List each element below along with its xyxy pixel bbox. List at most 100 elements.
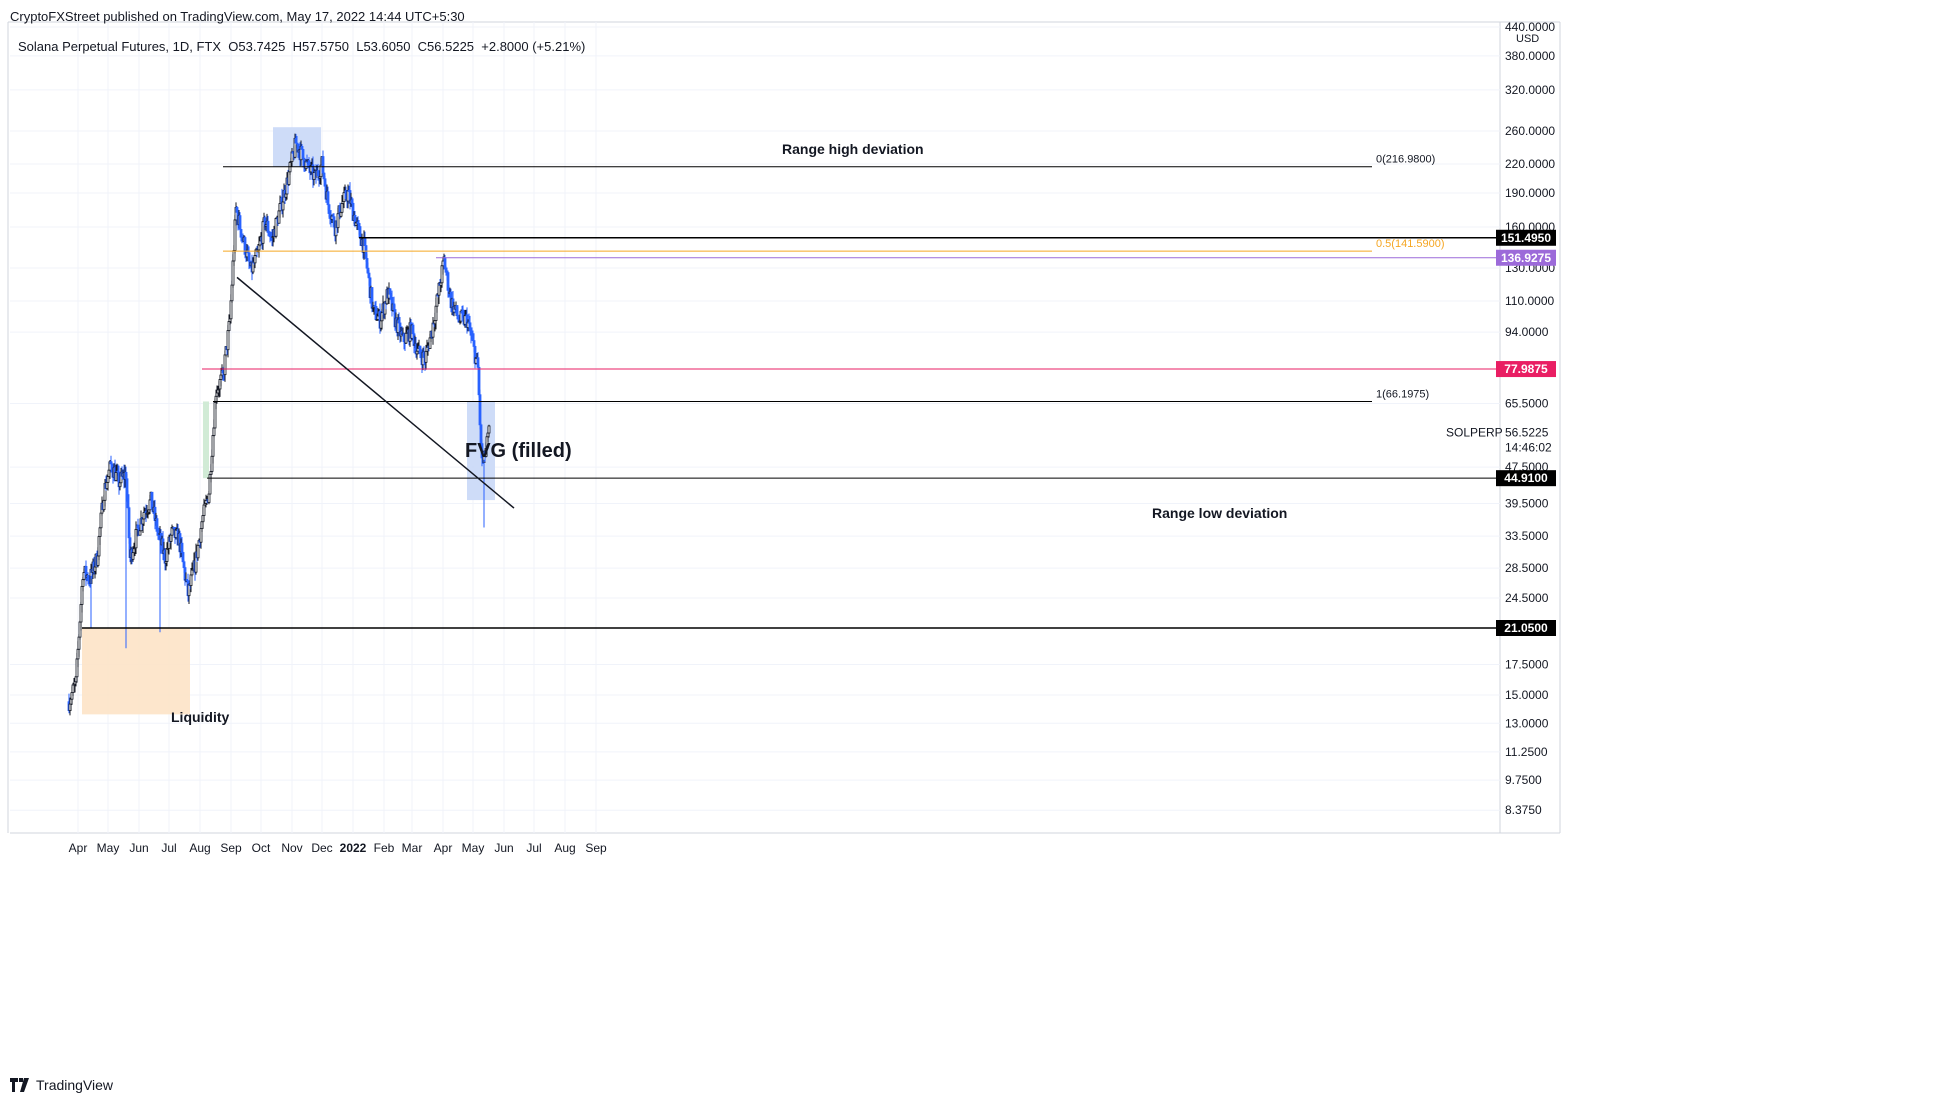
x-tick-label: Aug (554, 841, 575, 855)
x-tick-label: Dec (311, 841, 332, 855)
candle-body (211, 435, 215, 457)
y-tick-label: 28.5000 (1505, 561, 1549, 575)
candle-body (226, 330, 230, 351)
candle-body (340, 203, 344, 213)
y-tick-label: 320.0000 (1505, 83, 1555, 97)
y-tick-label: 15.0000 (1505, 688, 1549, 702)
candle-body (487, 425, 491, 434)
candle-body (229, 300, 233, 320)
candle-body (281, 201, 285, 211)
y-tick-label: 94.0000 (1505, 325, 1549, 339)
liquidity-zone (82, 628, 190, 715)
x-tick-label: May (462, 841, 485, 855)
y-tick-label: 17.5000 (1505, 658, 1549, 672)
range-low-label: Range low deviation (1152, 505, 1287, 521)
candle-body (367, 272, 371, 279)
price-badge-label: 21.0500 (1504, 621, 1548, 635)
price-badge (1496, 470, 1556, 487)
fvg-label: FVG (filled) (465, 440, 572, 462)
candle-body (223, 354, 227, 376)
price-badge (1496, 361, 1556, 378)
candle-body (478, 394, 482, 426)
x-tick-label: Nov (281, 841, 302, 855)
liquidity-label: Liquidity (171, 709, 230, 725)
bar-countdown: 14:46:02 (1505, 441, 1552, 455)
x-tick-label: Feb (374, 841, 395, 855)
x-tick-label: Mar (402, 841, 423, 855)
price-badge-label: 136.9275 (1501, 251, 1551, 265)
symbol-tag: SOLPERP (1446, 426, 1503, 440)
y-tick-label: 9.7500 (1505, 773, 1542, 787)
tradingview-logo-icon (10, 1078, 29, 1092)
price-badge-label: 44.9100 (1504, 471, 1548, 485)
brand-name: TradingView (36, 1077, 114, 1093)
x-tick-label: 2022 (340, 841, 367, 855)
symbol-info: Solana Perpetual Futures, 1D, FTX O53.74… (18, 39, 585, 54)
ohlc-values: O53.7425 H57.5750 L53.6050 C56.5225 +2.8… (228, 39, 586, 54)
currency-label: USD (1516, 33, 1539, 45)
x-tick-label: Aug (189, 841, 210, 855)
candle-body (239, 228, 243, 238)
candle-body (424, 350, 428, 363)
candles (67, 133, 491, 716)
candle-body (212, 427, 216, 436)
price-badge (1496, 620, 1556, 636)
y-tick-label: 440.0000 (1505, 20, 1555, 34)
price-badge-label: 151.4950 (1501, 231, 1551, 245)
horizontal-levels: 0(216.9800) 0.5(141.5900) 1(66.1975) (82, 154, 1500, 629)
candle-body (106, 476, 110, 483)
y-tick-label: 33.5000 (1505, 529, 1549, 543)
published-credit: CryptoFXStreet published on TradingView.… (10, 9, 465, 24)
x-tick-label: Sep (585, 841, 607, 855)
candle-body (202, 504, 206, 516)
candle-body (150, 491, 154, 510)
footer[interactable]: TradingView (10, 1077, 113, 1093)
fib-0-5-label: 0.5(141.5900) (1376, 238, 1445, 250)
candle-body (321, 156, 325, 174)
x-tick-label: Jul (161, 841, 176, 855)
y-tick-label: 24.5000 (1505, 591, 1549, 605)
price-badge (1496, 249, 1556, 266)
x-tick-label: Jul (526, 841, 541, 855)
y-tick-label: 190.0000 (1505, 186, 1555, 200)
price-badges: 151.4950 136.9275 77.9875 44.9100 21.0500 SOL… (1446, 229, 1556, 636)
y-tick-label: 65.5000 (1505, 397, 1549, 411)
y-tick-label: 260.0000 (1505, 124, 1555, 138)
fib-0-label: 0(216.9800) (1376, 154, 1435, 166)
candle-body (404, 332, 408, 344)
y-tick-label: 220.0000 (1505, 157, 1555, 171)
grid (10, 22, 1500, 833)
x-axis-ticks: Apr May Jun Jul Aug Sep Oct Nov Dec 2022 Feb Mar Apr… (69, 841, 607, 855)
candle-body (142, 512, 146, 520)
x-tick-label: Jun (494, 841, 513, 855)
candle-body (126, 494, 130, 509)
range-high-label: Range high deviation (782, 141, 924, 157)
annotations: Range high deviation Range low deviation F… (171, 141, 1287, 725)
x-tick-label: Oct (252, 841, 271, 855)
current-price: 56.5225 (1505, 426, 1549, 440)
x-tick-label: Sep (220, 841, 242, 855)
price-badge (1496, 229, 1556, 246)
candle-body (207, 493, 211, 503)
candle-body (363, 237, 367, 247)
fib-1-label: 1(66.1975) (1376, 388, 1429, 400)
x-tick-label: Jun (129, 841, 148, 855)
price-badge-label: 77.9875 (1504, 362, 1548, 376)
candle-body (358, 226, 362, 238)
y-tick-label: 380.0000 (1505, 49, 1555, 63)
y-tick-label: 39.5000 (1505, 497, 1549, 511)
y-tick-label: 13.0000 (1505, 716, 1549, 730)
trendline (236, 276, 515, 509)
x-tick-label: Apr (69, 841, 88, 855)
candle-body (71, 684, 75, 693)
candle-body (196, 544, 200, 559)
x-tick-label: May (97, 841, 120, 855)
y-tick-label: 8.3750 (1505, 803, 1542, 817)
y-tick-label: 110.0000 (1505, 294, 1554, 308)
fvg-zone (203, 401, 209, 479)
candle-body (300, 146, 304, 150)
candle-body (253, 255, 257, 264)
candle-body (326, 191, 330, 206)
